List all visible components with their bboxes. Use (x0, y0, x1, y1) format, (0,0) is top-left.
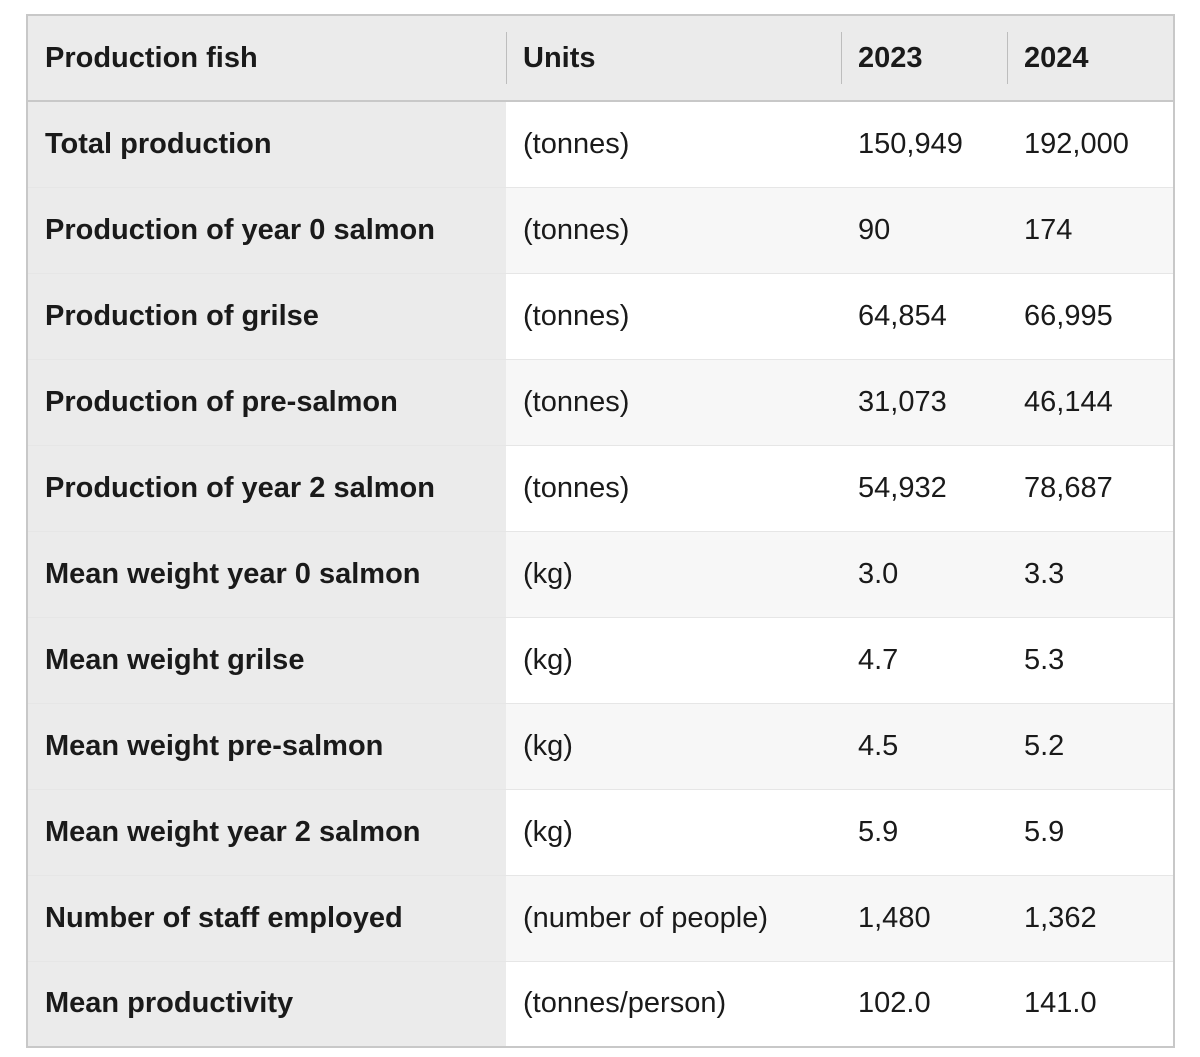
table-cell: (kg) (506, 702, 841, 789)
row-label: Number of staff employed (27, 874, 506, 961)
table-body: Total production (tonnes) 150,949 192,000 Pr… (27, 100, 1174, 1047)
table-cell: 192,000 (1007, 100, 1174, 187)
table-cell: 64,854 (841, 272, 1007, 359)
table-cell: 3.0 (841, 530, 1007, 617)
table-cell: 4.7 (841, 616, 1007, 703)
table-row: Mean weight year 0 salmon (kg) 3.0 3.3 (27, 530, 1174, 617)
table-row: Mean weight pre-salmon (kg) 4.5 5.2 (27, 702, 1174, 789)
table-cell: 31,073 (841, 358, 1007, 445)
table-cell: (number of people) (506, 874, 841, 961)
header-row: Production fish Units 2023 2024 (27, 15, 1174, 102)
table-cell: 90 (841, 186, 1007, 273)
header-cell: Units (506, 15, 841, 102)
table-cell: 1,480 (841, 874, 1007, 961)
table-cell: 3.3 (1007, 530, 1174, 617)
table-row: Number of staff employed (number of peopl… (27, 874, 1174, 961)
table-cell: 54,932 (841, 444, 1007, 531)
table-row: Production of year 2 salmon (tonnes) 54,93… (27, 444, 1174, 531)
table-cell: (tonnes) (506, 444, 841, 531)
table-cell: 66,995 (1007, 272, 1174, 359)
table-cell: 5.2 (1007, 702, 1174, 789)
table-row: Production of pre-salmon (tonnes) 31,073 46… (27, 358, 1174, 445)
table-cell: 5.3 (1007, 616, 1174, 703)
table-cell: (tonnes) (506, 186, 841, 273)
table-cell: 46,144 (1007, 358, 1174, 445)
table-cell: 5.9 (841, 788, 1007, 875)
table-row: Production of grilse (tonnes) 64,854 66,995 (27, 272, 1174, 359)
table-row: Mean weight grilse (kg) 4.7 5.3 (27, 616, 1174, 703)
table-row: Mean weight year 2 salmon (kg) 5.9 5.9 (27, 788, 1174, 875)
row-label: Total production (27, 100, 506, 187)
table-cell: 1,362 (1007, 874, 1174, 961)
row-label: Mean productivity (27, 960, 506, 1047)
table-cell: (tonnes) (506, 100, 841, 187)
table-cell: 102.0 (841, 960, 1007, 1047)
row-label: Production of pre-salmon (27, 358, 506, 445)
table-cell: (kg) (506, 788, 841, 875)
table-header: Production fish Units 2023 2024 (27, 15, 1174, 102)
row-label: Mean weight pre-salmon (27, 702, 506, 789)
table-cell: 78,687 (1007, 444, 1174, 531)
header-cell: 2024 (1007, 15, 1174, 102)
row-label: Mean weight grilse (27, 616, 506, 703)
table-row: Mean productivity (tonnes/person) 102.0 141… (27, 960, 1174, 1047)
table-cell: (kg) (506, 616, 841, 703)
row-label: Mean weight year 0 salmon (27, 530, 506, 617)
row-label: Production of grilse (27, 272, 506, 359)
table-row: Production of year 0 salmon (tonnes) 90 174 (27, 186, 1174, 273)
table-cell: 174 (1007, 186, 1174, 273)
table-cell: (tonnes/person) (506, 960, 841, 1047)
table-cell: (tonnes) (506, 272, 841, 359)
table-cell: 141.0 (1007, 960, 1174, 1047)
table-cell: 5.9 (1007, 788, 1174, 875)
header-cell: 2023 (841, 15, 1007, 102)
header-cell: Production fish (27, 15, 506, 102)
table-cell: (tonnes) (506, 358, 841, 445)
table-row: Total production (tonnes) 150,949 192,000 (27, 100, 1174, 187)
row-label: Production of year 0 salmon (27, 186, 506, 273)
table-cell: 150,949 (841, 100, 1007, 187)
row-label: Production of year 2 salmon (27, 444, 506, 531)
table-cell: 4.5 (841, 702, 1007, 789)
production-table: Production fish Units 2023 2024 Total produ… (26, 14, 1175, 1048)
row-label: Mean weight year 2 salmon (27, 788, 506, 875)
table-cell: (kg) (506, 530, 841, 617)
